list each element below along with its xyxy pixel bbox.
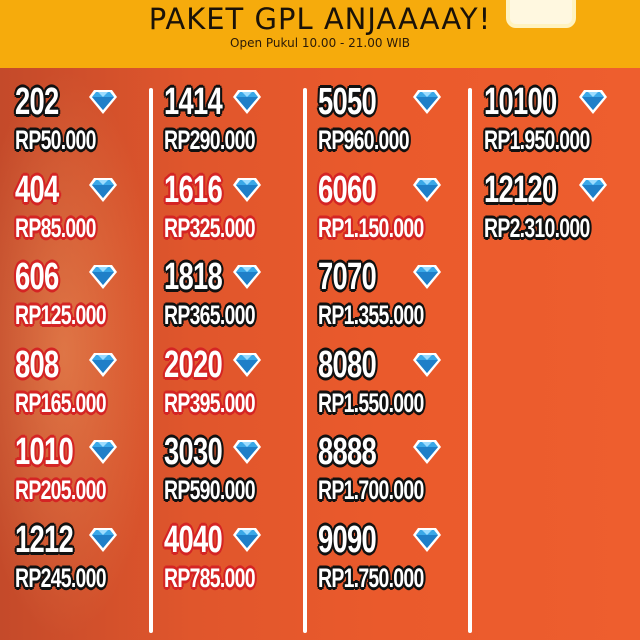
diamond-icon [412, 86, 442, 116]
price-column: 202 RP50.000 404 RP85.000 606 RP125.000 808… [15, 80, 141, 605]
package-item: 606 RP125.000 [15, 255, 141, 343]
price-list: 202 RP50.000 404 RP85.000 606 RP125.000 808… [0, 68, 640, 640]
diamond-amount: 12120 [484, 168, 557, 211]
package-item: 6060 RP1.150.000 [318, 168, 465, 256]
diamond-icon [232, 436, 262, 466]
package-price: RP50.000 [15, 125, 96, 155]
package-price: RP245.000 [15, 562, 107, 593]
diamond-icon [232, 86, 262, 116]
diamond-amount: 1616 [164, 168, 223, 211]
diamond-amount: 1414 [164, 81, 223, 123]
price-column: 10100 RP1.950.000 12120 RP2.310.000 [484, 80, 631, 255]
diamond-amount: 5050 [318, 81, 377, 123]
package-price: RP785.000 [164, 562, 256, 593]
diamond-icon [88, 436, 118, 466]
package-price: RP85.000 [15, 212, 96, 243]
package-price: RP590.000 [164, 475, 256, 505]
diamond-amount: 9090 [318, 518, 377, 561]
package-item: 1414 RP290.000 [164, 80, 290, 168]
column-divider [468, 88, 472, 633]
diamond-amount: 10100 [484, 81, 557, 123]
package-item: 12120 RP2.310.000 [484, 168, 631, 256]
diamond-icon [232, 174, 262, 204]
diamond-amount: 808 [15, 343, 59, 386]
package-item: 10100 RP1.950.000 [484, 80, 631, 168]
package-price: RP1.950.000 [484, 125, 590, 155]
package-price: RP1.550.000 [318, 387, 424, 418]
diamond-amount: 4040 [164, 518, 223, 561]
package-price: RP290.000 [164, 125, 256, 155]
diamond-amount: 8888 [318, 431, 377, 473]
column-divider [149, 88, 153, 633]
diamond-amount: 2020 [164, 343, 223, 386]
price-column: 1414 RP290.000 1616 RP325.000 1818 RP365.0… [164, 80, 290, 605]
diamond-amount: 6060 [318, 168, 377, 211]
header-banner: PAKET GPL ANJAAAAY! Open Pukul 10.00 - 2… [0, 0, 640, 68]
diamond-icon [412, 349, 442, 379]
package-price: RP365.000 [164, 300, 256, 330]
package-price: RP395.000 [164, 387, 256, 418]
package-item: 2020 RP395.000 [164, 343, 290, 431]
package-price: RP960.000 [318, 125, 410, 155]
diamond-icon [88, 86, 118, 116]
diamond-amount: 8080 [318, 343, 377, 386]
package-price: RP165.000 [15, 387, 107, 418]
diamond-amount: 202 [15, 81, 59, 123]
diamond-icon [578, 86, 608, 116]
package-price: RP205.000 [15, 475, 107, 505]
package-item: 1212 RP245.000 [15, 518, 141, 606]
package-item: 8080 RP1.550.000 [318, 343, 465, 431]
diamond-icon [412, 174, 442, 204]
diamond-amount: 7070 [318, 256, 377, 298]
package-item: 3030 RP590.000 [164, 430, 290, 518]
diamond-icon [578, 174, 608, 204]
diamond-icon [88, 174, 118, 204]
diamond-amount: 3030 [164, 431, 223, 473]
diamond-icon [88, 349, 118, 379]
background-art [0, 68, 160, 640]
opening-hours: Open Pukul 10.00 - 21.00 WIB [230, 36, 410, 50]
diamond-amount: 1212 [15, 518, 74, 561]
diamond-icon [232, 349, 262, 379]
decorative-frame [506, 0, 576, 28]
diamond-icon [412, 261, 442, 291]
package-item: 404 RP85.000 [15, 168, 141, 256]
package-price: RP325.000 [164, 212, 256, 243]
package-price: RP1.355.000 [318, 300, 424, 330]
diamond-amount: 1010 [15, 431, 74, 473]
diamond-amount: 404 [15, 168, 59, 211]
package-item: 202 RP50.000 [15, 80, 141, 168]
diamond-icon [232, 261, 262, 291]
package-price: RP1.150.000 [318, 212, 424, 243]
column-divider [303, 88, 307, 633]
diamond-icon [412, 524, 442, 554]
diamond-amount: 606 [15, 256, 59, 298]
diamond-icon [88, 261, 118, 291]
package-item: 9090 RP1.750.000 [318, 518, 465, 606]
page-title: PAKET GPL ANJAAAAY! [148, 2, 492, 36]
package-item: 808 RP165.000 [15, 343, 141, 431]
package-price: RP125.000 [15, 300, 107, 330]
package-item: 5050 RP960.000 [318, 80, 465, 168]
package-price: RP1.700.000 [318, 475, 424, 505]
package-item: 7070 RP1.355.000 [318, 255, 465, 343]
price-column: 5050 RP960.000 6060 RP1.150.000 7070 RP1.3… [318, 80, 465, 605]
package-item: 8888 RP1.700.000 [318, 430, 465, 518]
diamond-icon [88, 524, 118, 554]
package-item: 4040 RP785.000 [164, 518, 290, 606]
package-item: 1818 RP365.000 [164, 255, 290, 343]
package-item: 1010 RP205.000 [15, 430, 141, 518]
diamond-icon [412, 436, 442, 466]
package-price: RP1.750.000 [318, 562, 424, 593]
package-item: 1616 RP325.000 [164, 168, 290, 256]
package-price: RP2.310.000 [484, 212, 590, 243]
diamond-icon [232, 524, 262, 554]
diamond-amount: 1818 [164, 256, 223, 298]
